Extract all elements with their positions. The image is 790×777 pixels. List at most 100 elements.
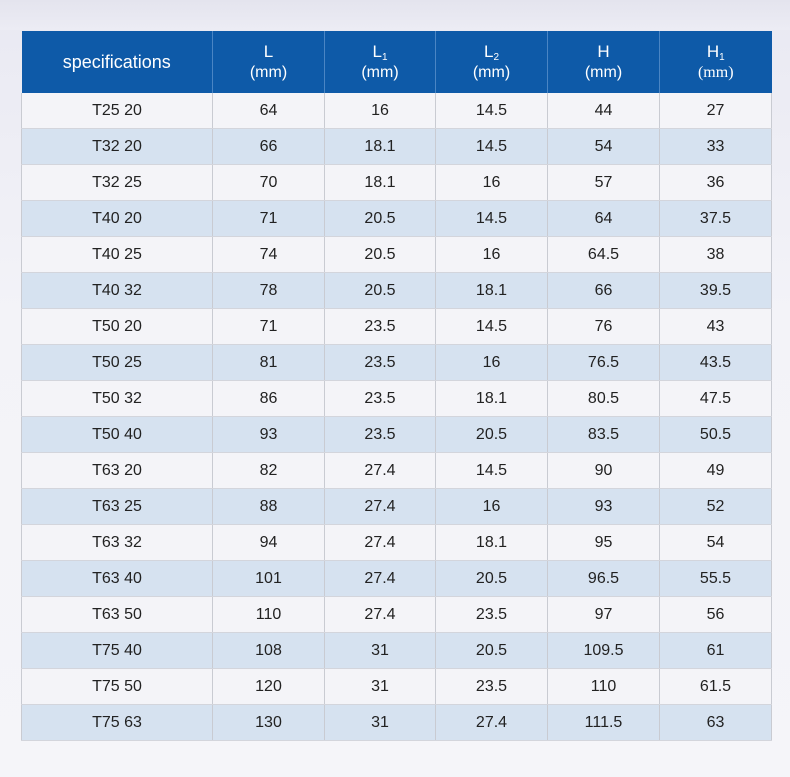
cell-l1: 23.5 xyxy=(324,344,436,381)
cell-l: 94 xyxy=(212,524,325,561)
cell-l2: 14.5 xyxy=(435,200,548,237)
cell-l2: 14.5 xyxy=(435,93,548,129)
cell-h: 76.5 xyxy=(547,344,660,381)
cell-l: 86 xyxy=(212,380,325,417)
cell-l: 71 xyxy=(212,308,325,345)
table-body: T25 20 64 16 14.5 44 27 T32 20 66 18.1 14.5 54 33 T3… xyxy=(21,93,772,741)
cell-l2: 18.1 xyxy=(435,272,548,309)
cell-l2: 23.5 xyxy=(435,596,548,633)
cell-h1: 39.5 xyxy=(659,272,772,309)
table-row: T63 20 82 27.4 14.5 90 49 xyxy=(21,452,772,489)
specifications-table: specifications L (mm) L1 (mm) L2 (mm) H … xyxy=(21,31,772,741)
cell-l: 108 xyxy=(212,632,325,669)
cell-h1: 63 xyxy=(659,704,772,741)
table-row: T75 40 108 31 20.5 109.5 61 xyxy=(21,632,772,669)
cell-l1: 20.5 xyxy=(324,236,436,273)
cell-l1: 20.5 xyxy=(324,272,436,309)
cell-h1: 56 xyxy=(659,596,772,633)
cell-spec: T63 20 xyxy=(21,452,213,489)
cell-l2: 27.4 xyxy=(435,704,548,741)
cell-l: 81 xyxy=(212,344,325,381)
table-row: T63 32 94 27.4 18.1 95 54 xyxy=(21,524,772,561)
header-specifications: specifications xyxy=(21,31,213,93)
cell-l: 78 xyxy=(212,272,325,309)
table-row: T40 20 71 20.5 14.5 64 37.5 xyxy=(21,200,772,237)
header-h: H (mm) xyxy=(547,31,660,93)
header-h1: H1 (mm) xyxy=(659,31,772,93)
cell-h: 54 xyxy=(547,128,660,165)
cell-h: 90 xyxy=(547,452,660,489)
cell-h1: 43 xyxy=(659,308,772,345)
cell-l: 93 xyxy=(212,416,325,453)
cell-spec: T50 25 xyxy=(21,344,213,381)
table-row: T63 50 110 27.4 23.5 97 56 xyxy=(21,596,772,633)
cell-h: 64.5 xyxy=(547,236,660,273)
cell-spec: T63 50 xyxy=(21,596,213,633)
cell-l: 70 xyxy=(212,164,325,201)
table-row: T63 25 88 27.4 16 93 52 xyxy=(21,488,772,525)
cell-spec: T40 25 xyxy=(21,236,213,273)
table-row: T40 32 78 20.5 18.1 66 39.5 xyxy=(21,272,772,309)
header-h-symbol: H xyxy=(597,42,610,61)
cell-h: 66 xyxy=(547,272,660,309)
cell-spec: T32 25 xyxy=(21,164,213,201)
header-row: specifications L (mm) L1 (mm) L2 (mm) H … xyxy=(21,31,772,93)
cell-h: 110 xyxy=(547,668,660,705)
cell-l2: 20.5 xyxy=(435,416,548,453)
cell-h1: 43.5 xyxy=(659,344,772,381)
cell-l2: 16 xyxy=(435,236,548,273)
cell-l1: 27.4 xyxy=(324,524,436,561)
cell-l: 120 xyxy=(212,668,325,705)
header-l2: L2 (mm) xyxy=(435,31,548,93)
cell-h1: 37.5 xyxy=(659,200,772,237)
cell-h1: 50.5 xyxy=(659,416,772,453)
table-row: T50 25 81 23.5 16 76.5 43.5 xyxy=(21,344,772,381)
cell-h1: 55.5 xyxy=(659,560,772,597)
cell-h: 80.5 xyxy=(547,380,660,417)
cell-l1: 20.5 xyxy=(324,200,436,237)
cell-l2: 16 xyxy=(435,344,548,381)
header-l1: L1 (mm) xyxy=(324,31,436,93)
cell-l1: 23.5 xyxy=(324,308,436,345)
cell-l1: 27.4 xyxy=(324,452,436,489)
cell-l2: 18.1 xyxy=(435,380,548,417)
cell-l: 88 xyxy=(212,488,325,525)
cell-spec: T40 32 xyxy=(21,272,213,309)
table-row: T50 40 93 23.5 20.5 83.5 50.5 xyxy=(21,416,772,453)
cell-spec: T63 32 xyxy=(21,524,213,561)
cell-l1: 27.4 xyxy=(324,560,436,597)
table-row: T63 40 101 27.4 20.5 96.5 55.5 xyxy=(21,560,772,597)
cell-h: 76 xyxy=(547,308,660,345)
cell-spec: T50 40 xyxy=(21,416,213,453)
cell-h1: 38 xyxy=(659,236,772,273)
cell-h1: 49 xyxy=(659,452,772,489)
cell-l2: 20.5 xyxy=(435,560,548,597)
cell-h1: 61.5 xyxy=(659,668,772,705)
header-l2-symbol: L2 xyxy=(483,42,500,63)
cell-l1: 31 xyxy=(324,632,436,669)
header-l-symbol: L xyxy=(263,42,274,61)
cell-l2: 14.5 xyxy=(435,128,548,165)
table-row: T50 20 71 23.5 14.5 76 43 xyxy=(21,308,772,345)
cell-l2: 14.5 xyxy=(435,308,548,345)
table-row: T25 20 64 16 14.5 44 27 xyxy=(21,93,772,129)
cell-l1: 18.1 xyxy=(324,164,436,201)
top-shade xyxy=(0,0,790,30)
cell-l2: 18.1 xyxy=(435,524,548,561)
cell-l: 64 xyxy=(212,93,325,129)
header-l-unit: (mm) xyxy=(249,64,288,81)
cell-spec: T25 20 xyxy=(21,93,213,129)
cell-l1: 23.5 xyxy=(324,380,436,417)
cell-spec: T75 63 xyxy=(21,704,213,741)
cell-h: 44 xyxy=(547,93,660,129)
cell-spec: T40 20 xyxy=(21,200,213,237)
cell-h: 95 xyxy=(547,524,660,561)
cell-l1: 18.1 xyxy=(324,128,436,165)
cell-l1: 23.5 xyxy=(324,416,436,453)
cell-h1: 36 xyxy=(659,164,772,201)
cell-h: 64 xyxy=(547,200,660,237)
table-row: T32 25 70 18.1 16 57 36 xyxy=(21,164,772,201)
table-row: T75 50 120 31 23.5 110 61.5 xyxy=(21,668,772,705)
header-h1-unit: (mm) xyxy=(697,64,734,81)
table-row: T50 32 86 23.5 18.1 80.5 47.5 xyxy=(21,380,772,417)
